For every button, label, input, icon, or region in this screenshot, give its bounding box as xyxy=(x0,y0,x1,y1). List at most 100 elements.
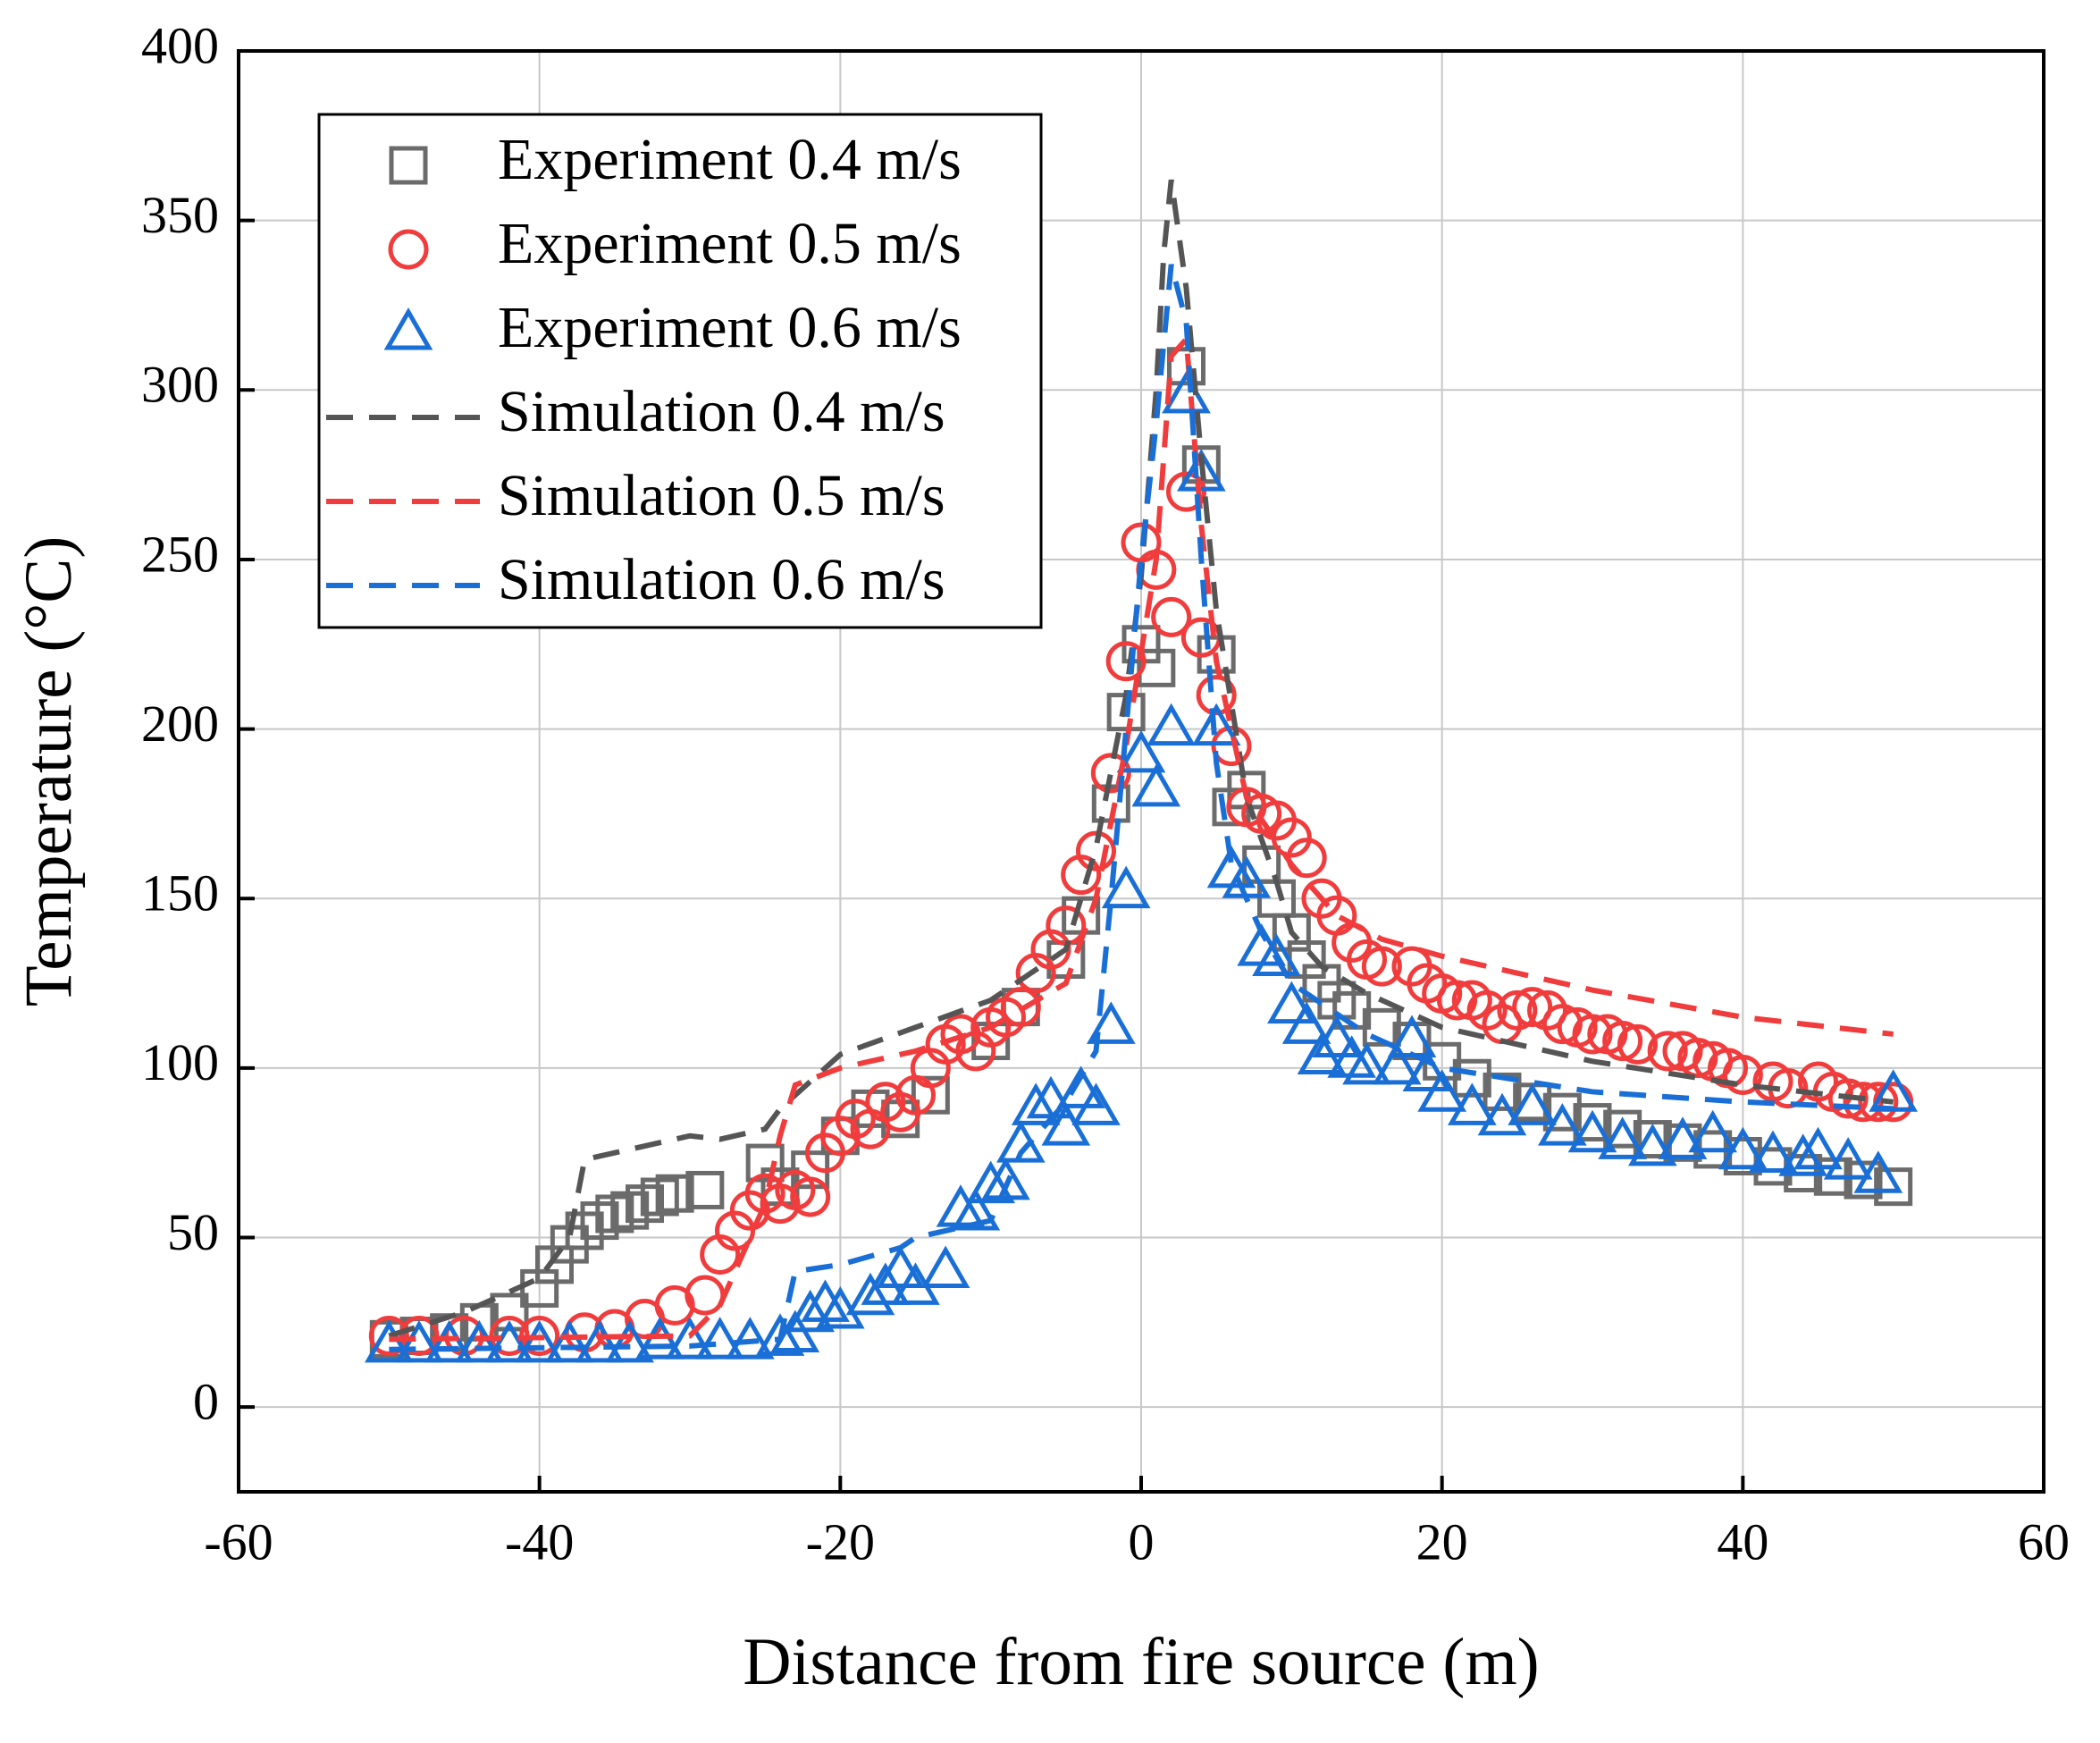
triangle-marker xyxy=(981,1157,1030,1200)
circle-marker xyxy=(1617,1023,1658,1065)
legend-label: Simulation 0.4 m/s xyxy=(498,379,945,444)
plot-frame xyxy=(237,49,2045,1494)
square-marker xyxy=(685,1170,725,1209)
circle-marker xyxy=(1196,675,1237,716)
triangle-marker xyxy=(966,1160,1015,1204)
triangle-marker xyxy=(1598,1116,1647,1159)
x-tick-label: 0 xyxy=(1129,1512,1155,1570)
x-tick-label: 60 xyxy=(2018,1512,2070,1570)
x-axis-label: Distance from fire source (m) xyxy=(743,1625,1539,1699)
square-marker xyxy=(655,1174,694,1213)
simulation-line xyxy=(388,179,1894,1339)
square-marker xyxy=(1844,1160,1883,1200)
triangle-marker xyxy=(1823,1137,1873,1180)
y-tick-label: 150 xyxy=(141,864,219,922)
x-tick-label: -60 xyxy=(204,1512,273,1570)
circle-marker xyxy=(1211,726,1252,767)
triangle-marker xyxy=(424,1319,474,1363)
triangle-marker xyxy=(1869,1069,1918,1112)
y-tick-label: 350 xyxy=(141,186,219,244)
triangle-marker xyxy=(726,1317,775,1360)
simulation-line xyxy=(389,264,1894,1352)
triangle-marker xyxy=(845,1272,895,1316)
y-tick-label: 300 xyxy=(141,356,219,414)
circle-marker xyxy=(1497,989,1538,1031)
y-tick-label: 100 xyxy=(141,1033,219,1091)
triangle-marker xyxy=(1267,981,1316,1024)
circle-marker xyxy=(1647,1031,1688,1072)
triangle-marker xyxy=(575,1319,625,1363)
legend-marker xyxy=(383,307,433,350)
triangle-marker xyxy=(1342,1041,1391,1085)
triangle-marker xyxy=(770,1309,820,1353)
triangle-marker xyxy=(1417,1069,1466,1112)
triangle-marker xyxy=(1041,1103,1091,1146)
circle-marker xyxy=(1722,1054,1763,1095)
x-tick-label: -20 xyxy=(806,1512,875,1570)
square-marker xyxy=(490,1293,529,1332)
triangle-marker xyxy=(920,1245,970,1288)
x-tick-label: 40 xyxy=(1717,1512,1768,1570)
triangle-marker xyxy=(1116,729,1166,773)
triangle-marker xyxy=(1087,1001,1136,1044)
legend-label: Experiment 0.4 m/s xyxy=(498,127,962,192)
triangle-marker xyxy=(1101,865,1151,909)
x-tick-label: 20 xyxy=(1416,1512,1468,1570)
triangle-marker xyxy=(695,1317,744,1360)
triangle-marker xyxy=(1688,1109,1737,1153)
circle-marker xyxy=(1361,946,1402,987)
triangle-marker xyxy=(1071,1082,1121,1125)
triangle-marker xyxy=(1778,1133,1827,1176)
circle-marker xyxy=(1527,989,1567,1031)
triangle-marker xyxy=(394,1319,444,1363)
legend-marker xyxy=(388,229,429,270)
triangle-marker xyxy=(1477,1092,1527,1136)
square-marker xyxy=(1137,648,1176,687)
circle-marker xyxy=(1000,987,1041,1028)
circle-marker xyxy=(1105,641,1147,682)
triangle-marker xyxy=(1131,763,1181,807)
triangle-marker xyxy=(605,1319,654,1363)
triangle-marker xyxy=(1177,449,1226,492)
y-tick-label: 200 xyxy=(141,695,219,753)
circle-marker xyxy=(1166,471,1206,512)
triangle-marker xyxy=(1191,703,1241,746)
triangle-marker xyxy=(1853,1150,1903,1193)
triangle-marker xyxy=(1056,1065,1105,1108)
triangle-marker xyxy=(1147,703,1196,746)
y-tick-label: 0 xyxy=(193,1372,219,1430)
triangle-marker xyxy=(515,1319,564,1363)
triangle-marker xyxy=(455,1319,504,1363)
triangle-marker xyxy=(936,1184,986,1227)
circle-marker xyxy=(399,1316,440,1357)
legend-label: Experiment 0.5 m/s xyxy=(498,211,962,276)
triangle-marker xyxy=(665,1317,715,1360)
circle-marker xyxy=(1572,1014,1613,1055)
legend-box xyxy=(317,113,1043,629)
triangle-marker xyxy=(635,1317,685,1360)
circle-marker xyxy=(790,1176,831,1217)
circle-marker xyxy=(685,1275,726,1316)
legend-label: Simulation 0.6 m/s xyxy=(498,547,945,612)
circle-marker xyxy=(1466,989,1508,1031)
triangle-marker xyxy=(484,1319,534,1363)
triangle-marker xyxy=(1448,1082,1497,1125)
legend-label: Simulation 0.5 m/s xyxy=(498,463,945,528)
y-tick-label: 400 xyxy=(141,16,219,74)
y-axis-label: Temperature (°C) xyxy=(12,536,86,1007)
triangle-marker xyxy=(1718,1126,1768,1170)
triangle-marker xyxy=(1372,1041,1422,1085)
square-marker xyxy=(1362,1007,1401,1047)
triangle-marker xyxy=(1793,1126,1843,1170)
square-marker xyxy=(1483,1072,1522,1111)
triangle-marker xyxy=(1312,1015,1362,1058)
square-marker xyxy=(1573,1103,1612,1142)
triangle-marker xyxy=(1402,1048,1452,1091)
triangle-marker xyxy=(755,1313,805,1356)
x-tick-label: -40 xyxy=(505,1512,574,1570)
triangle-marker xyxy=(1538,1103,1587,1146)
circle-marker xyxy=(368,1316,409,1357)
y-tick-label: 50 xyxy=(167,1203,219,1261)
